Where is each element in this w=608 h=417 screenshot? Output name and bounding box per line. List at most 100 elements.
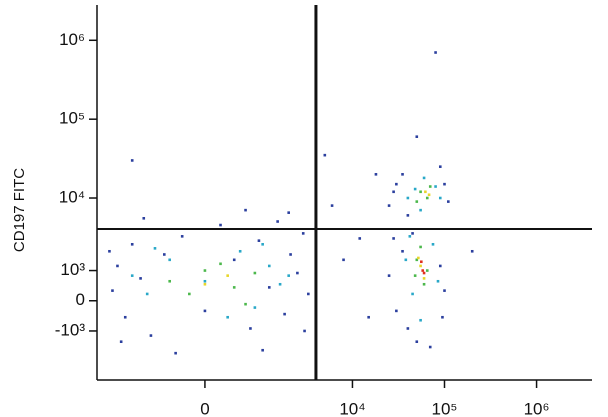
point bbox=[438, 264, 442, 268]
point bbox=[419, 245, 422, 249]
point bbox=[419, 208, 422, 212]
point bbox=[427, 193, 431, 197]
point bbox=[130, 159, 134, 162]
point bbox=[149, 334, 153, 337]
x-tick-label: 10⁶ bbox=[524, 399, 550, 417]
point bbox=[422, 176, 426, 180]
point bbox=[374, 173, 378, 176]
point bbox=[419, 190, 422, 194]
point bbox=[238, 249, 242, 253]
point bbox=[406, 214, 410, 217]
y-tick-label: -10³ bbox=[55, 320, 86, 339]
point bbox=[244, 302, 247, 306]
point bbox=[421, 269, 425, 272]
point bbox=[287, 274, 290, 277]
point bbox=[267, 286, 271, 289]
point bbox=[226, 315, 229, 319]
point bbox=[283, 312, 286, 316]
point bbox=[188, 292, 191, 296]
point bbox=[130, 274, 134, 277]
point bbox=[253, 306, 257, 309]
point bbox=[395, 182, 398, 186]
x-tick-label: 10⁴ bbox=[339, 399, 365, 417]
point bbox=[436, 279, 440, 283]
point bbox=[441, 315, 444, 319]
point bbox=[424, 190, 427, 194]
point bbox=[443, 182, 446, 186]
y-tick-label: 10⁵ bbox=[59, 109, 85, 128]
point bbox=[447, 200, 450, 203]
point bbox=[413, 274, 417, 277]
x-tick-label: 0 bbox=[200, 399, 209, 417]
point bbox=[413, 187, 417, 191]
point bbox=[249, 327, 252, 330]
point bbox=[425, 196, 429, 200]
point bbox=[392, 237, 395, 240]
y-axis-label: CD197 FITC bbox=[11, 168, 28, 252]
point bbox=[163, 253, 166, 256]
point bbox=[406, 196, 410, 200]
point bbox=[276, 220, 279, 223]
point bbox=[168, 258, 171, 262]
y-tick-label: 10⁴ bbox=[59, 187, 85, 206]
point bbox=[342, 258, 345, 262]
point bbox=[116, 264, 119, 268]
point bbox=[203, 282, 207, 286]
point bbox=[219, 223, 222, 227]
point bbox=[438, 196, 442, 200]
point bbox=[401, 173, 404, 176]
point bbox=[226, 274, 229, 277]
y-tick-label: 10³ bbox=[60, 260, 85, 279]
point bbox=[404, 258, 408, 262]
point bbox=[415, 135, 419, 138]
point bbox=[111, 289, 114, 292]
point bbox=[180, 235, 184, 238]
point bbox=[411, 232, 414, 235]
point bbox=[438, 165, 442, 168]
point bbox=[470, 249, 474, 253]
point bbox=[130, 243, 134, 246]
point bbox=[203, 269, 207, 272]
point bbox=[219, 262, 222, 266]
point bbox=[406, 327, 410, 330]
point bbox=[142, 217, 146, 220]
point bbox=[232, 258, 236, 262]
point bbox=[153, 247, 157, 250]
point bbox=[387, 204, 391, 207]
y-tick-label: 0 bbox=[76, 290, 85, 309]
point bbox=[411, 292, 414, 296]
point bbox=[145, 292, 149, 296]
point bbox=[261, 348, 264, 352]
point bbox=[415, 200, 419, 203]
point bbox=[261, 243, 264, 246]
point bbox=[415, 340, 419, 343]
point bbox=[428, 345, 432, 349]
point bbox=[253, 271, 257, 275]
point bbox=[434, 185, 437, 188]
point bbox=[330, 204, 334, 207]
point bbox=[303, 329, 306, 333]
point bbox=[203, 279, 207, 283]
point bbox=[431, 243, 435, 246]
point bbox=[392, 190, 395, 194]
point bbox=[301, 232, 305, 235]
point bbox=[422, 282, 426, 286]
point bbox=[420, 260, 423, 264]
point bbox=[232, 286, 236, 289]
point bbox=[401, 249, 404, 253]
point bbox=[119, 340, 123, 343]
point bbox=[408, 235, 412, 238]
point bbox=[387, 274, 391, 277]
x-tick-label: 10⁵ bbox=[432, 399, 458, 417]
point bbox=[415, 258, 419, 262]
point bbox=[307, 292, 310, 296]
point bbox=[174, 351, 177, 355]
point bbox=[419, 264, 422, 268]
point bbox=[422, 271, 426, 275]
point bbox=[289, 253, 292, 256]
point bbox=[244, 208, 247, 212]
point bbox=[422, 277, 426, 280]
point bbox=[267, 264, 271, 268]
